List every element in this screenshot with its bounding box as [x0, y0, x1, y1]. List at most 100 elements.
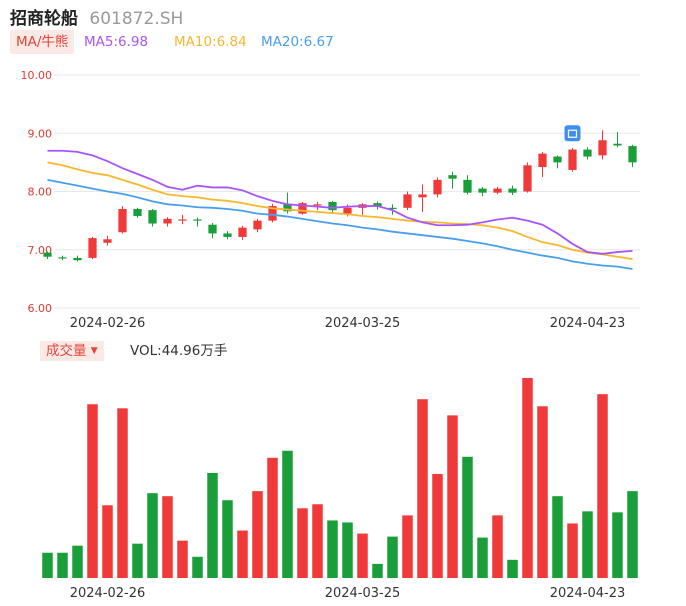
candle-body — [628, 146, 637, 163]
candle-body — [523, 165, 532, 192]
volume-value: VOL:44.96万手 — [130, 343, 228, 359]
volume-bar — [477, 537, 488, 578]
candle-body — [343, 207, 352, 214]
volume-button-label: 成交量 — [46, 343, 87, 359]
price-grid — [54, 74, 640, 309]
candles — [43, 130, 637, 262]
volume-indicator-button[interactable]: 成交量 ▼ — [40, 341, 104, 361]
candle-body — [268, 206, 277, 221]
candle-body — [373, 203, 382, 207]
volume-bar — [147, 493, 158, 578]
x-tick-label: 2024-02-26 — [70, 316, 146, 331]
ma10-legend: MA10:6.84 — [174, 34, 247, 50]
volume-bar — [57, 552, 68, 578]
candle-body — [193, 219, 202, 221]
candle-body — [553, 156, 562, 163]
volume-bar — [72, 545, 83, 578]
x-tick-label: 2024-03-25 — [325, 316, 401, 331]
y-tick-label: 10.00 — [21, 69, 53, 82]
candle-body — [223, 233, 232, 237]
volume-bar — [417, 399, 428, 578]
volume-bar — [132, 543, 143, 578]
calendar-badge-glyph — [567, 129, 578, 138]
y-tick-label: 6.00 — [28, 302, 53, 315]
stock-title: 招商轮船 601872.SH — [10, 4, 183, 29]
volume-bar — [297, 508, 308, 578]
candle-body — [478, 188, 487, 193]
volume-bar — [237, 530, 248, 578]
volume-bar — [42, 552, 53, 578]
candle-body — [613, 143, 622, 146]
x-tick-label: 2024-04-23 — [550, 586, 626, 601]
candle-body — [328, 201, 337, 211]
candle-body — [298, 203, 307, 214]
calendar-badge-icon[interactable] — [564, 125, 581, 142]
y-tick-label: 8.00 — [28, 186, 53, 199]
candle-body — [178, 219, 187, 221]
ma-indicator-button[interactable]: MA/牛熊 — [10, 30, 75, 54]
candle-body — [88, 238, 97, 258]
dropdown-arrow-icon: ▼ — [90, 346, 98, 356]
volume-bar — [177, 540, 188, 578]
x-tick-label: 2024-04-23 — [550, 316, 626, 331]
candle-body — [73, 257, 82, 261]
ma10-line — [47, 161, 633, 260]
candle-body — [43, 252, 52, 257]
candle-body — [118, 208, 127, 233]
volume-bar — [462, 456, 473, 578]
calendar-badge-box — [564, 125, 581, 142]
volume-bar — [372, 563, 383, 578]
candle-body — [448, 175, 457, 179]
price-date-axis: 2024-02-26 2024-03-25 2024-04-23 — [70, 316, 626, 331]
candle-body — [253, 220, 262, 230]
candle-body — [208, 224, 217, 234]
volume-bar — [312, 504, 323, 578]
ma5-legend: MA5:6.98 — [84, 34, 149, 50]
candle-body — [463, 179, 472, 193]
volume-bar — [567, 523, 578, 578]
volume-bar — [627, 491, 638, 578]
volume-bar — [522, 378, 533, 578]
volume-bar — [117, 408, 128, 578]
volume-bar — [87, 404, 98, 578]
candle-body — [163, 218, 172, 224]
volume-bar — [252, 491, 263, 578]
candle-body — [283, 204, 292, 212]
volume-bars — [42, 378, 638, 578]
volume-bar — [192, 556, 203, 578]
candle-body — [418, 194, 427, 198]
ma-lines — [47, 149, 633, 270]
volume-bar — [342, 522, 353, 578]
candle-body — [313, 204, 322, 206]
candle-body — [538, 153, 547, 168]
volume-bar — [612, 512, 623, 578]
candle-body — [433, 179, 442, 195]
ma20-line — [47, 178, 633, 270]
volume-bar — [387, 536, 398, 578]
candle-body — [508, 188, 517, 193]
volume-bar — [267, 457, 278, 578]
volume-bar — [432, 473, 443, 578]
volume-date-axis: 2024-02-26 2024-03-25 2024-04-23 — [70, 586, 626, 601]
volume-bar — [597, 394, 608, 578]
candle-body — [583, 149, 592, 157]
volume-bar — [162, 496, 173, 578]
x-tick-label: 2024-03-25 — [325, 586, 401, 601]
volume-bar — [507, 559, 518, 578]
candle-body — [403, 194, 412, 208]
volume-bar — [102, 505, 113, 578]
volume-bar — [492, 515, 503, 578]
volume-bar — [402, 515, 413, 578]
stock-name: 招商轮船 — [10, 9, 78, 29]
volume-bar — [537, 406, 548, 578]
candle-body — [598, 140, 607, 156]
candle-body — [103, 239, 112, 243]
volume-bar — [327, 520, 338, 578]
price-axis: 10.009.008.007.006.00 — [21, 69, 53, 315]
candle-body — [58, 257, 67, 259]
volume-bar — [357, 533, 368, 578]
candle-body — [568, 149, 577, 170]
volume-bar — [207, 472, 218, 578]
candle-body — [493, 188, 502, 193]
x-tick-label: 2024-02-26 — [70, 586, 146, 601]
